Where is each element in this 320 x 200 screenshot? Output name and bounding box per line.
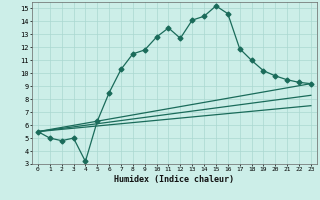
X-axis label: Humidex (Indice chaleur): Humidex (Indice chaleur) [115, 175, 234, 184]
